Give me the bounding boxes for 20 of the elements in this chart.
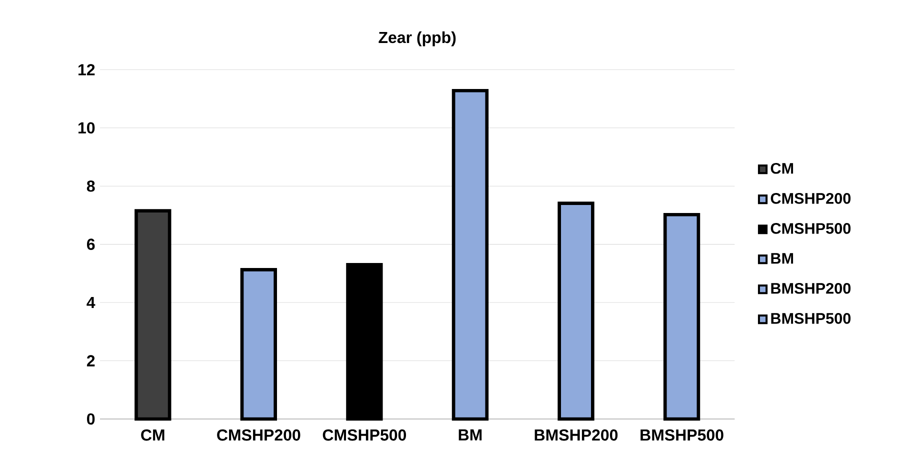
x-tick-label: CM <box>141 429 164 441</box>
y-tick-label: 12 <box>78 64 95 76</box>
x-tick-label: CMSHP200 <box>217 429 300 441</box>
x-tick-label: BM <box>458 429 482 440</box>
legend-label: CM <box>770 162 794 174</box>
legend-label: CMSHP200 <box>770 192 851 204</box>
legend-label: CMSHP500 <box>770 223 851 234</box>
x-tick-label: BMSHP200 <box>534 429 618 441</box>
x-tick-label: BMSHP500 <box>640 429 724 441</box>
y-tick-label: 4 <box>86 297 96 308</box>
y-tick-label: 6 <box>86 238 95 250</box>
legend-label: BMSHP200 <box>771 282 851 294</box>
y-tick-label: 2 <box>86 355 95 366</box>
y-tick-label: 10 <box>78 122 95 134</box>
legend-label: BMSHP500 <box>771 312 851 324</box>
x-tick-label: CMSHP500 <box>322 429 406 441</box>
legend-label: BM <box>771 253 794 264</box>
y-tick-label: 0 <box>87 413 95 425</box>
chart-title: Zear (ppb) <box>378 31 456 46</box>
y-tick-label: 8 <box>86 180 95 192</box>
